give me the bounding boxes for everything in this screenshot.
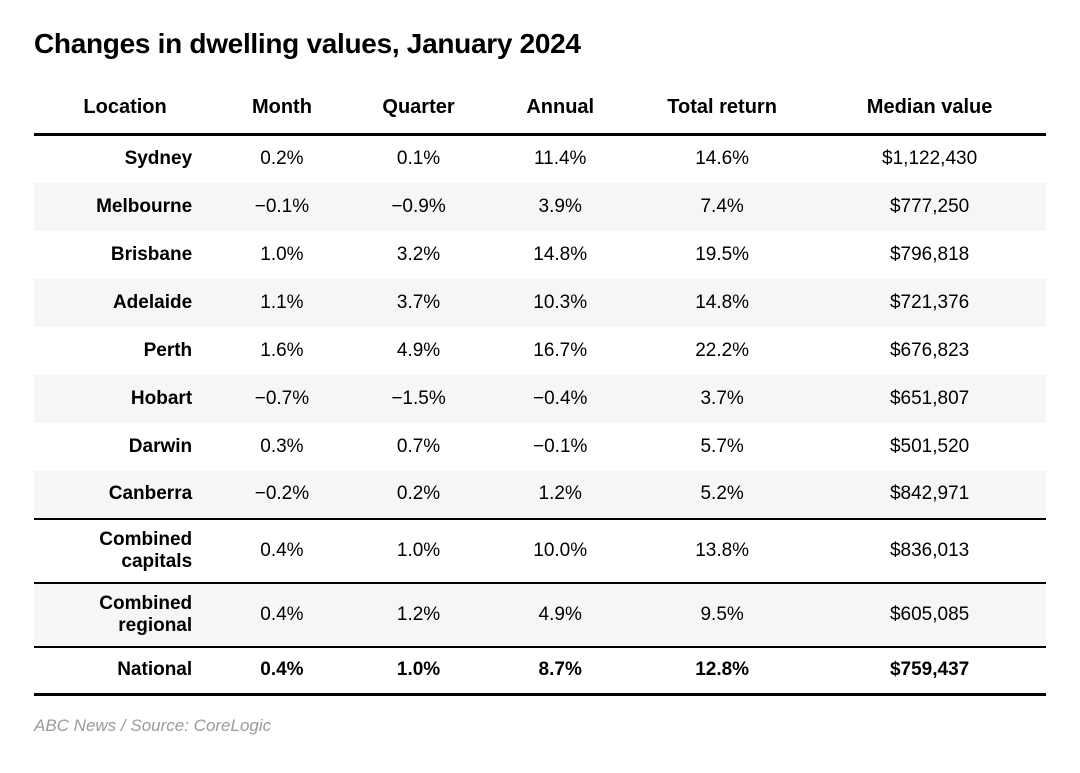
cell-median-value: $651,807 <box>813 375 1046 423</box>
cell-month: −0.2% <box>216 471 348 519</box>
table-row: Combinedcapitals 0.4% 1.0% 10.0% 13.8% $… <box>34 519 1046 583</box>
cell-location: Canberra <box>34 471 216 519</box>
col-median-value: Median value <box>813 86 1046 135</box>
page-title: Changes in dwelling values, January 2024 <box>34 28 1046 60</box>
cell-total-return: 9.5% <box>631 583 813 647</box>
cell-quarter: 1.0% <box>348 647 490 695</box>
cell-quarter: 3.7% <box>348 279 490 327</box>
cell-month: 0.4% <box>216 519 348 583</box>
cell-median-value: $1,122,430 <box>813 135 1046 183</box>
cell-month: 1.1% <box>216 279 348 327</box>
cell-total-return: 14.8% <box>631 279 813 327</box>
cell-total-return: 14.6% <box>631 135 813 183</box>
table-row: National 0.4% 1.0% 8.7% 12.8% $759,437 <box>34 647 1046 695</box>
cell-annual: 4.9% <box>489 583 631 647</box>
table-row: Combinedregional 0.4% 1.2% 4.9% 9.5% $60… <box>34 583 1046 647</box>
cell-median-value: $796,818 <box>813 231 1046 279</box>
cell-month: 0.4% <box>216 583 348 647</box>
cell-median-value: $605,085 <box>813 583 1046 647</box>
cell-location: Darwin <box>34 423 216 471</box>
col-month: Month <box>216 86 348 135</box>
cell-quarter: 1.2% <box>348 583 490 647</box>
cell-quarter: 0.7% <box>348 423 490 471</box>
cell-annual: −0.4% <box>489 375 631 423</box>
cell-total-return: 3.7% <box>631 375 813 423</box>
cell-total-return: 19.5% <box>631 231 813 279</box>
cell-median-value: $501,520 <box>813 423 1046 471</box>
cell-annual: 14.8% <box>489 231 631 279</box>
cell-month: −0.1% <box>216 183 348 231</box>
cell-quarter: 0.1% <box>348 135 490 183</box>
col-total-return: Total return <box>631 86 813 135</box>
source-line: ABC News / Source: CoreLogic <box>34 716 1046 736</box>
table-body: Sydney 0.2% 0.1% 11.4% 14.6% $1,122,430 … <box>34 135 1046 695</box>
table-row: Sydney 0.2% 0.1% 11.4% 14.6% $1,122,430 <box>34 135 1046 183</box>
cell-median-value: $676,823 <box>813 327 1046 375</box>
col-quarter: Quarter <box>348 86 490 135</box>
cell-quarter: 3.2% <box>348 231 490 279</box>
cell-month: 1.6% <box>216 327 348 375</box>
cell-total-return: 7.4% <box>631 183 813 231</box>
cell-location: Perth <box>34 327 216 375</box>
table-row: Brisbane 1.0% 3.2% 14.8% 19.5% $796,818 <box>34 231 1046 279</box>
col-location: Location <box>34 86 216 135</box>
cell-location: Sydney <box>34 135 216 183</box>
cell-month: 0.4% <box>216 647 348 695</box>
cell-quarter: −0.9% <box>348 183 490 231</box>
cell-quarter: −1.5% <box>348 375 490 423</box>
table-row: Melbourne −0.1% −0.9% 3.9% 7.4% $777,250 <box>34 183 1046 231</box>
cell-location: Adelaide <box>34 279 216 327</box>
cell-location: Brisbane <box>34 231 216 279</box>
table-row: Perth 1.6% 4.9% 16.7% 22.2% $676,823 <box>34 327 1046 375</box>
cell-annual: 8.7% <box>489 647 631 695</box>
table-row: Adelaide 1.1% 3.7% 10.3% 14.8% $721,376 <box>34 279 1046 327</box>
dwelling-values-table: Location Month Quarter Annual Total retu… <box>34 86 1046 696</box>
cell-median-value: $842,971 <box>813 471 1046 519</box>
page: Changes in dwelling values, January 2024… <box>0 0 1080 773</box>
table-row: Hobart −0.7% −1.5% −0.4% 3.7% $651,807 <box>34 375 1046 423</box>
cell-total-return: 5.2% <box>631 471 813 519</box>
cell-total-return: 12.8% <box>631 647 813 695</box>
cell-annual: 11.4% <box>489 135 631 183</box>
cell-total-return: 5.7% <box>631 423 813 471</box>
cell-month: 1.0% <box>216 231 348 279</box>
cell-location: Melbourne <box>34 183 216 231</box>
table-row: Darwin 0.3% 0.7% −0.1% 5.7% $501,520 <box>34 423 1046 471</box>
cell-location: Combinedregional <box>34 583 216 647</box>
col-annual: Annual <box>489 86 631 135</box>
cell-location: National <box>34 647 216 695</box>
table-row: Canberra −0.2% 0.2% 1.2% 5.2% $842,971 <box>34 471 1046 519</box>
cell-annual: 3.9% <box>489 183 631 231</box>
cell-total-return: 22.2% <box>631 327 813 375</box>
cell-annual: 1.2% <box>489 471 631 519</box>
cell-median-value: $759,437 <box>813 647 1046 695</box>
cell-median-value: $836,013 <box>813 519 1046 583</box>
cell-annual: 10.0% <box>489 519 631 583</box>
table-header: Location Month Quarter Annual Total retu… <box>34 86 1046 135</box>
cell-location: Hobart <box>34 375 216 423</box>
cell-median-value: $777,250 <box>813 183 1046 231</box>
cell-month: 0.2% <box>216 135 348 183</box>
cell-annual: 16.7% <box>489 327 631 375</box>
cell-total-return: 13.8% <box>631 519 813 583</box>
cell-month: 0.3% <box>216 423 348 471</box>
cell-annual: −0.1% <box>489 423 631 471</box>
cell-annual: 10.3% <box>489 279 631 327</box>
cell-median-value: $721,376 <box>813 279 1046 327</box>
cell-month: −0.7% <box>216 375 348 423</box>
cell-location: Combinedcapitals <box>34 519 216 583</box>
cell-quarter: 0.2% <box>348 471 490 519</box>
cell-quarter: 4.9% <box>348 327 490 375</box>
cell-quarter: 1.0% <box>348 519 490 583</box>
